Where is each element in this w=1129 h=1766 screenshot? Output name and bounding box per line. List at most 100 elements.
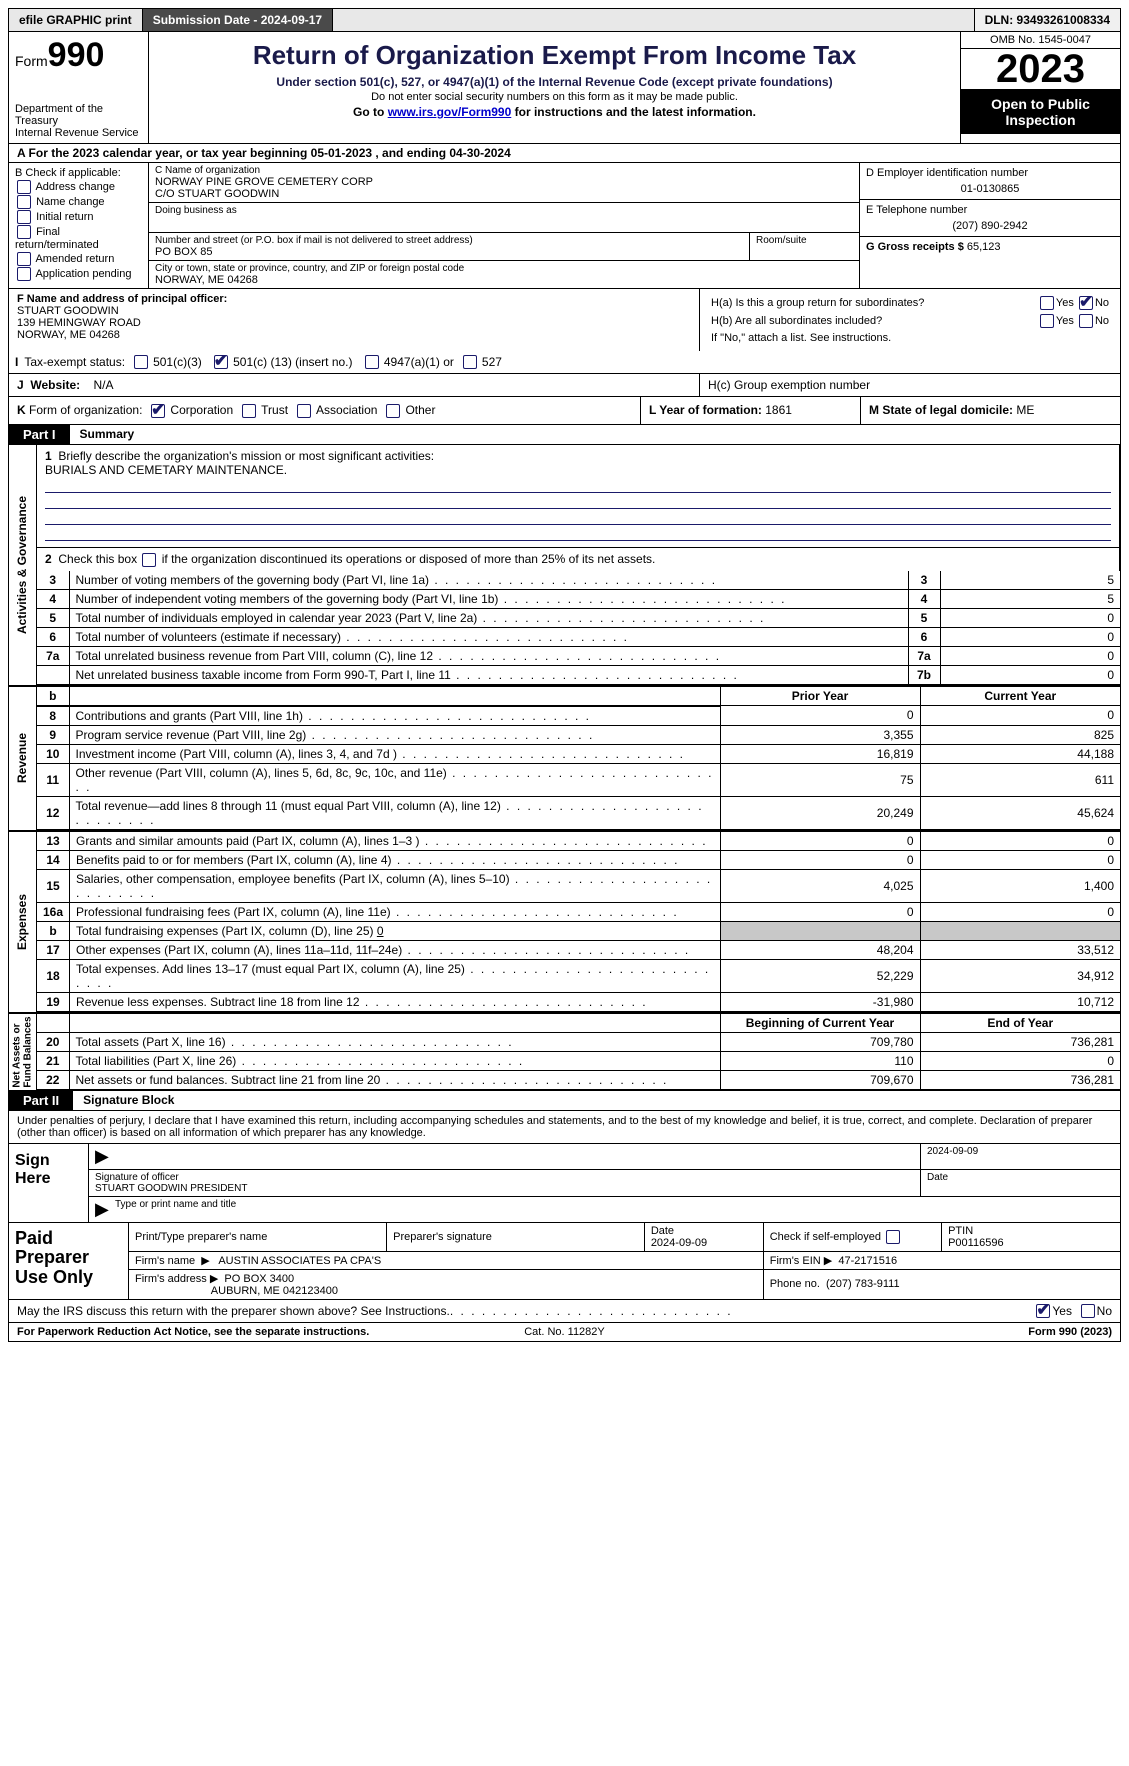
current-year: 0	[920, 706, 1120, 726]
irs-yes[interactable]	[1036, 1304, 1050, 1318]
tel-value: (207) 890-2942	[866, 220, 1114, 232]
box-hc: H(c) Group exemption number	[700, 374, 1120, 396]
room-label: Room/suite	[756, 235, 853, 246]
box-c: C Name of organization NORWAY PINE GROVE…	[149, 163, 860, 288]
prior-year: 48,204	[720, 940, 920, 959]
officer-addr1: 139 HEMINGWAY ROAD	[17, 317, 691, 329]
website-value: N/A	[94, 378, 114, 392]
perjury-text: Under penalties of perjury, I declare th…	[9, 1111, 1120, 1144]
prior-year: 110	[720, 1051, 920, 1070]
line-num: 14	[37, 850, 70, 869]
part2-title: Signature Block	[73, 1091, 184, 1109]
line-box: 6	[908, 627, 940, 646]
cb-initial-return[interactable]: Initial return	[15, 210, 142, 224]
cb-4947a1[interactable]	[365, 355, 379, 369]
line-desc: Net unrelated business taxable income fr…	[69, 665, 908, 684]
box-i: I Tax-exempt status: 501(c)(3) 501(c) (1…	[8, 351, 1121, 374]
efile-print-button[interactable]: efile GRAPHIC print	[9, 9, 143, 31]
ha-no[interactable]	[1079, 296, 1093, 310]
prior-year: 75	[720, 763, 920, 796]
line-num: 5	[37, 608, 69, 627]
revenue-table: b Prior Year Current Year8 Contributions…	[37, 687, 1120, 830]
expenses-block: Expenses 13 Grants and similar amounts p…	[8, 832, 1121, 1014]
line-desc: Revenue less expenses. Subtract line 18 …	[70, 992, 720, 1011]
box-f: F Name and address of principal officer:…	[9, 289, 700, 351]
summary-line2: 2 Check this box if the organization dis…	[37, 548, 1120, 571]
box-m: M State of legal domicile: ME	[860, 397, 1120, 424]
tel-label: E Telephone number	[866, 204, 1114, 216]
line-num: 6	[37, 627, 69, 646]
hb-no[interactable]	[1079, 314, 1093, 328]
form990-link[interactable]: www.irs.gov/Form990	[388, 105, 512, 119]
header-left: Form990 Department of the Treasury Inter…	[9, 32, 149, 143]
ein-value: 01-0130865	[866, 183, 1114, 195]
mission-text: BURIALS AND CEMETARY MAINTENANCE.	[45, 463, 287, 477]
footer-right: Form 990 (2023)	[747, 1326, 1112, 1338]
line-num: 11	[37, 763, 69, 796]
firm-ein: 47-2171516	[838, 1255, 897, 1267]
current-year: 611	[920, 763, 1120, 796]
line-num: 4	[37, 589, 69, 608]
cb-assoc[interactable]	[297, 404, 311, 418]
cb-discontinued[interactable]	[142, 553, 156, 567]
current-year: 10,712	[920, 992, 1120, 1011]
header-right: OMB No. 1545-0047 2023 Open to Public In…	[960, 32, 1120, 143]
line-box: 5	[908, 608, 940, 627]
paid-preparer-table: Print/Type preparer's name Preparer's si…	[129, 1223, 1120, 1299]
line-num: 3	[37, 571, 69, 590]
line-val: 5	[940, 571, 1120, 590]
prior-year: 16,819	[720, 744, 920, 763]
current-year: 34,912	[920, 959, 1120, 992]
cb-other[interactable]	[386, 404, 400, 418]
line-box: 7a	[908, 646, 940, 665]
line-val: 0	[940, 646, 1120, 665]
ha-yes[interactable]	[1040, 296, 1054, 310]
cb-application-pending[interactable]: Application pending	[15, 267, 142, 281]
org-name: NORWAY PINE GROVE CEMETERY CORP	[155, 176, 853, 188]
irs-no[interactable]	[1081, 1304, 1095, 1318]
officer-name: STUART GOODWIN	[17, 305, 691, 317]
cb-501c[interactable]	[214, 355, 228, 369]
cb-self-employed[interactable]	[886, 1230, 900, 1244]
line-desc: Program service revenue (Part VIII, line…	[69, 725, 720, 744]
line-num: 20	[37, 1032, 69, 1051]
line-desc: Professional fundraising fees (Part IX, …	[70, 902, 720, 921]
subtitle-1: Under section 501(c), 527, or 4947(a)(1)…	[159, 75, 950, 89]
firm-addr2: AUBURN, ME 042123400	[211, 1285, 338, 1297]
cb-527[interactable]	[463, 355, 477, 369]
cb-501c3[interactable]	[134, 355, 148, 369]
paid-preparer-label: Paid Preparer Use Only	[9, 1223, 129, 1299]
line-num: 15	[37, 869, 70, 902]
firm-phone: (207) 783-9111	[826, 1278, 900, 1290]
cb-final-return[interactable]: Final return/terminated	[15, 225, 142, 251]
org-co: C/O STUART GOODWIN	[155, 188, 853, 200]
cb-address-change[interactable]: Address change	[15, 180, 142, 194]
section-fh: F Name and address of principal officer:…	[8, 288, 1121, 351]
box-k: K Form of organization: Corporation Trus…	[9, 397, 640, 424]
form-header: Form990 Department of the Treasury Inter…	[8, 32, 1121, 144]
line-desc: Grants and similar amounts paid (Part IX…	[70, 832, 720, 851]
line-val: 5	[940, 589, 1120, 608]
cb-name-change[interactable]: Name change	[15, 195, 142, 209]
firm-addr1: PO BOX 3400	[224, 1273, 294, 1285]
vlabel-revenue: Revenue	[9, 687, 37, 830]
cb-trust[interactable]	[242, 404, 256, 418]
line-desc: Net assets or fund balances. Subtract li…	[69, 1070, 720, 1089]
line-box: 4	[908, 589, 940, 608]
prior-year: 0	[720, 902, 920, 921]
line-val: 0	[940, 627, 1120, 646]
cb-amended-return[interactable]: Amended return	[15, 252, 142, 266]
hb-yes[interactable]	[1040, 314, 1054, 328]
line-num: 13	[37, 832, 70, 851]
line-desc: Total revenue—add lines 8 through 11 (mu…	[69, 796, 720, 829]
line-box: 7b	[908, 665, 940, 684]
line-num: 8	[37, 706, 69, 726]
dba-label: Doing business as	[155, 205, 853, 216]
cb-corp[interactable]	[151, 404, 165, 418]
gross-value: 65,123	[967, 241, 1001, 253]
city-label: City or town, state or province, country…	[155, 263, 853, 274]
box-b-title: B Check if applicable:	[15, 167, 142, 179]
officer-sign-name: STUART GOODWIN PRESIDENT	[95, 1183, 247, 1194]
gross-label: G Gross receipts $	[866, 241, 967, 253]
ein-label: D Employer identification number	[866, 167, 1114, 179]
